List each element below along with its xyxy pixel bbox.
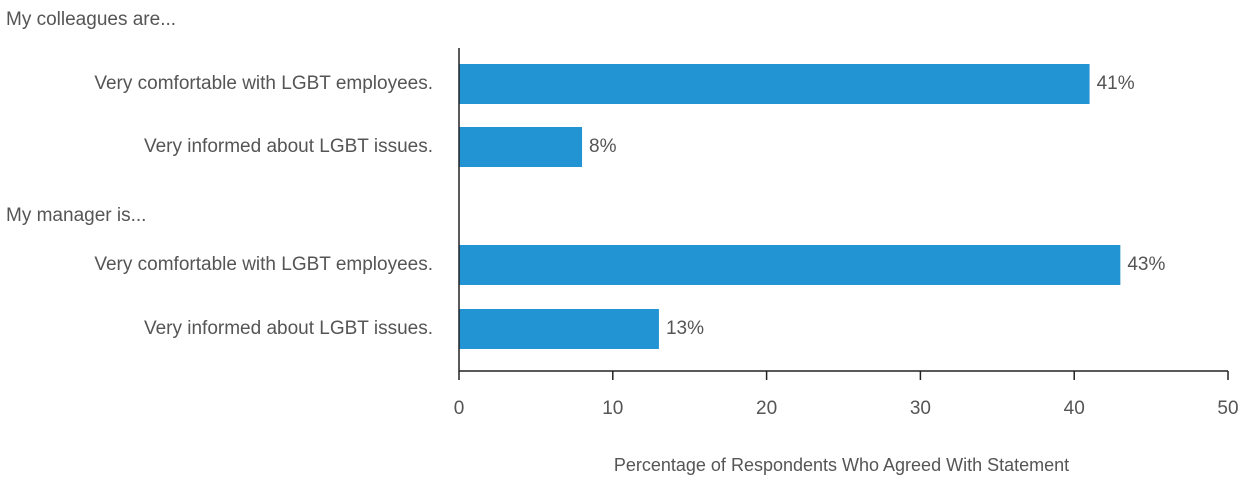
x-tick-label: 50 bbox=[1217, 398, 1238, 419]
group-label-2: My manager is... bbox=[6, 205, 146, 226]
value-label: 43% bbox=[1127, 254, 1165, 275]
category-label: Very comfortable with LGBT employees. bbox=[94, 73, 433, 94]
category-label: Very comfortable with LGBT employees. bbox=[94, 254, 433, 275]
bar bbox=[459, 64, 1090, 104]
x-tick-label: 0 bbox=[454, 398, 465, 419]
x-tick-label: 30 bbox=[910, 398, 931, 419]
group-labels: My colleagues are... My manager is... bbox=[6, 9, 176, 226]
x-axis-ticks: 0 10 20 30 40 50 bbox=[454, 371, 1239, 419]
category-label: Very informed about LGBT issues. bbox=[144, 318, 433, 339]
x-tick-label: 20 bbox=[756, 398, 777, 419]
bars bbox=[459, 64, 1121, 349]
group-label-1: My colleagues are... bbox=[6, 9, 176, 30]
value-labels: 41% 8% 43% 13% bbox=[589, 73, 1165, 339]
x-tick-label: 40 bbox=[1064, 398, 1085, 419]
x-tick-label: 10 bbox=[602, 398, 623, 419]
x-axis-title: Percentage of Respondents Who Agreed Wit… bbox=[614, 455, 1069, 475]
bar bbox=[459, 127, 583, 167]
bar bbox=[459, 245, 1121, 285]
category-label: Very informed about LGBT issues. bbox=[144, 136, 433, 157]
value-label: 8% bbox=[589, 136, 617, 157]
value-label: 41% bbox=[1097, 73, 1135, 94]
bar bbox=[459, 309, 659, 349]
value-label: 13% bbox=[666, 318, 704, 339]
category-labels: Very comfortable with LGBT employees. Ver… bbox=[94, 73, 433, 339]
